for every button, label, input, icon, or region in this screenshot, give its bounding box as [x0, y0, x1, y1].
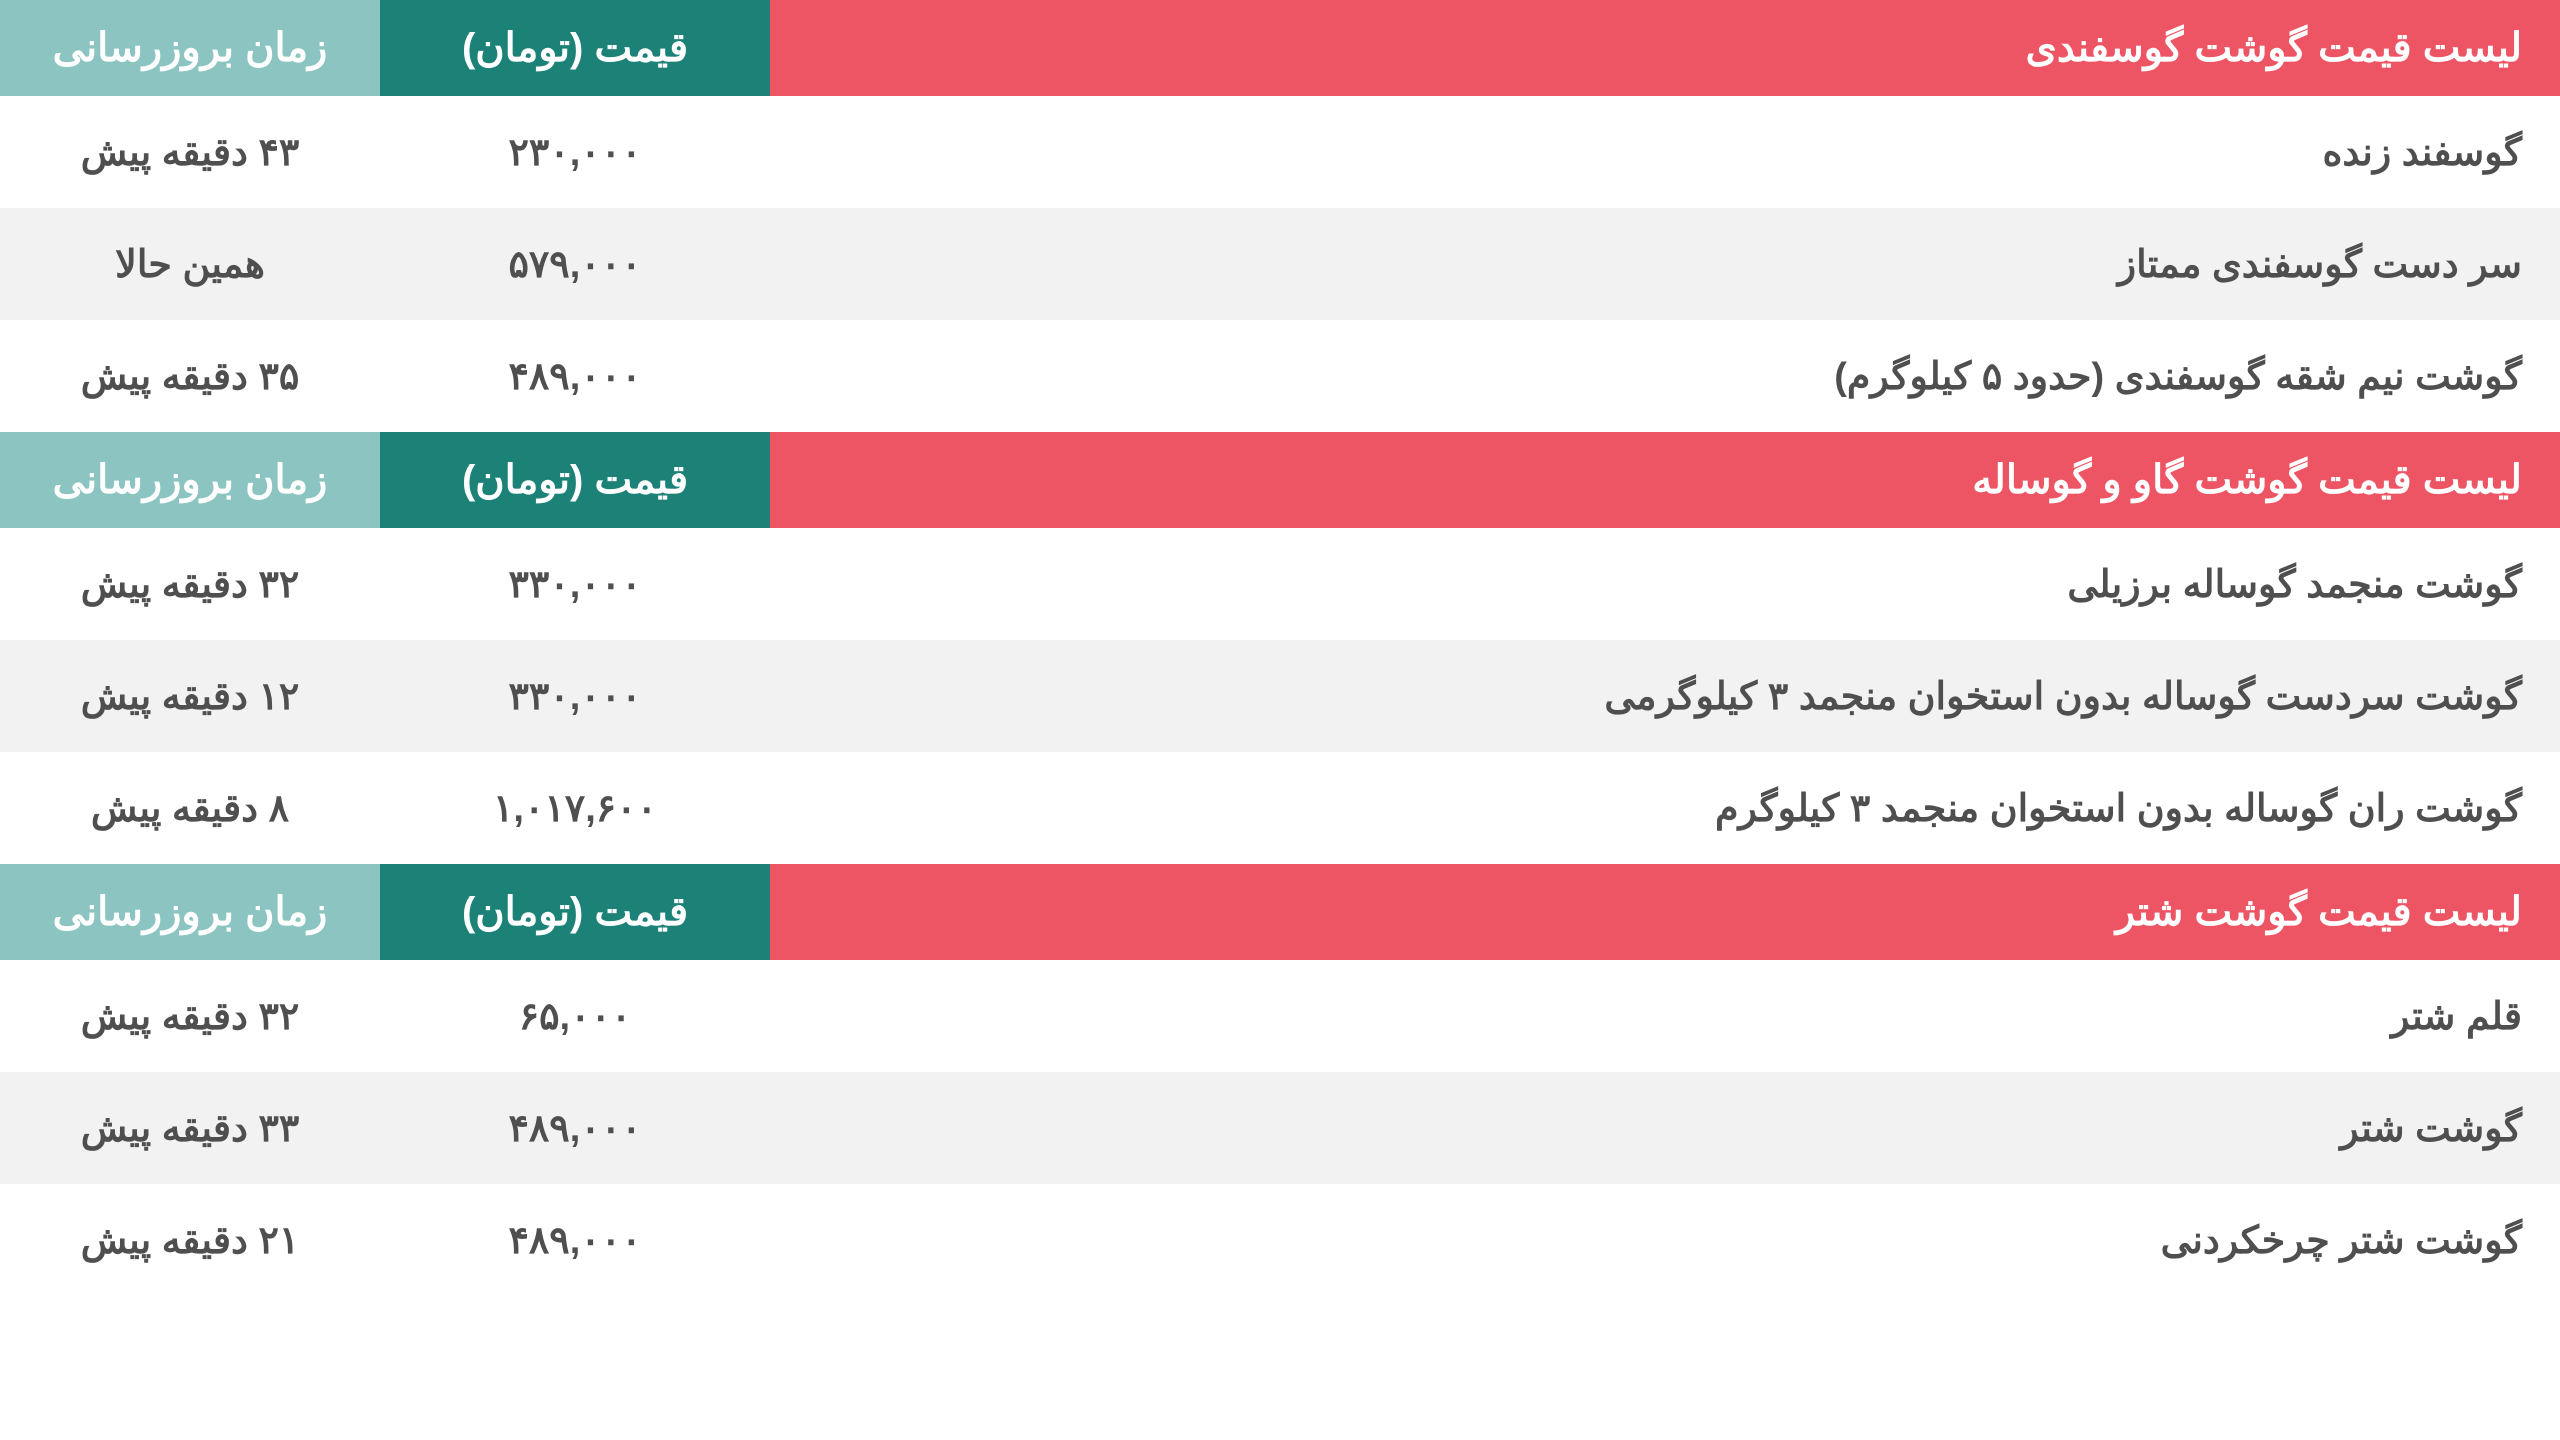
price-column-header: قیمت (تومان)	[380, 864, 770, 960]
section-title: لیست قیمت گوشت شتر	[770, 864, 2560, 960]
time-column-header: زمان بروزرسانی	[0, 432, 380, 528]
item-time-cell: ۴۳ دقیقه پیش	[0, 96, 380, 208]
item-name-cell: سر دست گوسفندی ممتاز	[770, 208, 2560, 320]
item-name-cell: گوشت سردست گوساله بدون استخوان منجمد ۳ ک…	[770, 640, 2560, 752]
item-time-cell: ۳۳ دقیقه پیش	[0, 1072, 380, 1184]
item-name-cell: گوشت نیم شقه گوسفندی (حدود ۵ کیلوگرم)	[770, 320, 2560, 432]
item-price-cell: ۳۳۰,۰۰۰	[380, 528, 770, 640]
table-row: قلم شتر۶۵,۰۰۰۳۲ دقیقه پیش	[0, 960, 2560, 1072]
item-name-cell: گوشت منجمد گوساله برزیلی	[770, 528, 2560, 640]
table-row: گوشت شتر چرخکردنی۴۸۹,۰۰۰۲۱ دقیقه پیش	[0, 1184, 2560, 1296]
section-header-row: لیست قیمت گوشت گاو و گوسالهقیمت (تومان)ز…	[0, 432, 2560, 528]
table-row: گوسفند زنده۲۳۰,۰۰۰۴۳ دقیقه پیش	[0, 96, 2560, 208]
table-row: گوشت منجمد گوساله برزیلی۳۳۰,۰۰۰۳۲ دقیقه …	[0, 528, 2560, 640]
item-price-cell: ۵۷۹,۰۰۰	[380, 208, 770, 320]
section-title: لیست قیمت گوشت گاو و گوساله	[770, 432, 2560, 528]
item-price-cell: ۱,۰۱۷,۶۰۰	[380, 752, 770, 864]
table-row: سر دست گوسفندی ممتاز۵۷۹,۰۰۰همین حالا	[0, 208, 2560, 320]
time-column-header: زمان بروزرسانی	[0, 0, 380, 96]
item-name-cell: گوشت شتر چرخکردنی	[770, 1184, 2560, 1296]
price-table-container: لیست قیمت گوشت گوسفندیقیمت (تومان)زمان ب…	[0, 0, 2560, 1296]
item-name-cell: گوشت ران گوساله بدون استخوان منجمد ۳ کیل…	[770, 752, 2560, 864]
price-column-header: قیمت (تومان)	[380, 0, 770, 96]
section-title: لیست قیمت گوشت گوسفندی	[770, 0, 2560, 96]
item-name-cell: گوشت شتر	[770, 1072, 2560, 1184]
item-time-cell: همین حالا	[0, 208, 380, 320]
item-name-cell: قلم شتر	[770, 960, 2560, 1072]
item-price-cell: ۲۳۰,۰۰۰	[380, 96, 770, 208]
item-time-cell: ۸ دقیقه پیش	[0, 752, 380, 864]
item-time-cell: ۳۲ دقیقه پیش	[0, 960, 380, 1072]
item-price-cell: ۳۳۰,۰۰۰	[380, 640, 770, 752]
item-time-cell: ۳۲ دقیقه پیش	[0, 528, 380, 640]
time-column-header: زمان بروزرسانی	[0, 864, 380, 960]
price-column-header: قیمت (تومان)	[380, 432, 770, 528]
item-time-cell: ۱۲ دقیقه پیش	[0, 640, 380, 752]
section-header-row: لیست قیمت گوشت گوسفندیقیمت (تومان)زمان ب…	[0, 0, 2560, 96]
table-row: گوشت شتر۴۸۹,۰۰۰۳۳ دقیقه پیش	[0, 1072, 2560, 1184]
item-time-cell: ۳۵ دقیقه پیش	[0, 320, 380, 432]
item-price-cell: ۴۸۹,۰۰۰	[380, 1184, 770, 1296]
item-price-cell: ۶۵,۰۰۰	[380, 960, 770, 1072]
item-time-cell: ۲۱ دقیقه پیش	[0, 1184, 380, 1296]
table-row: گوشت ران گوساله بدون استخوان منجمد ۳ کیل…	[0, 752, 2560, 864]
table-row: گوشت سردست گوساله بدون استخوان منجمد ۳ ک…	[0, 640, 2560, 752]
item-price-cell: ۴۸۹,۰۰۰	[380, 1072, 770, 1184]
table-row: گوشت نیم شقه گوسفندی (حدود ۵ کیلوگرم)۴۸۹…	[0, 320, 2560, 432]
item-price-cell: ۴۸۹,۰۰۰	[380, 320, 770, 432]
section-header-row: لیست قیمت گوشت شترقیمت (تومان)زمان بروزر…	[0, 864, 2560, 960]
item-name-cell: گوسفند زنده	[770, 96, 2560, 208]
